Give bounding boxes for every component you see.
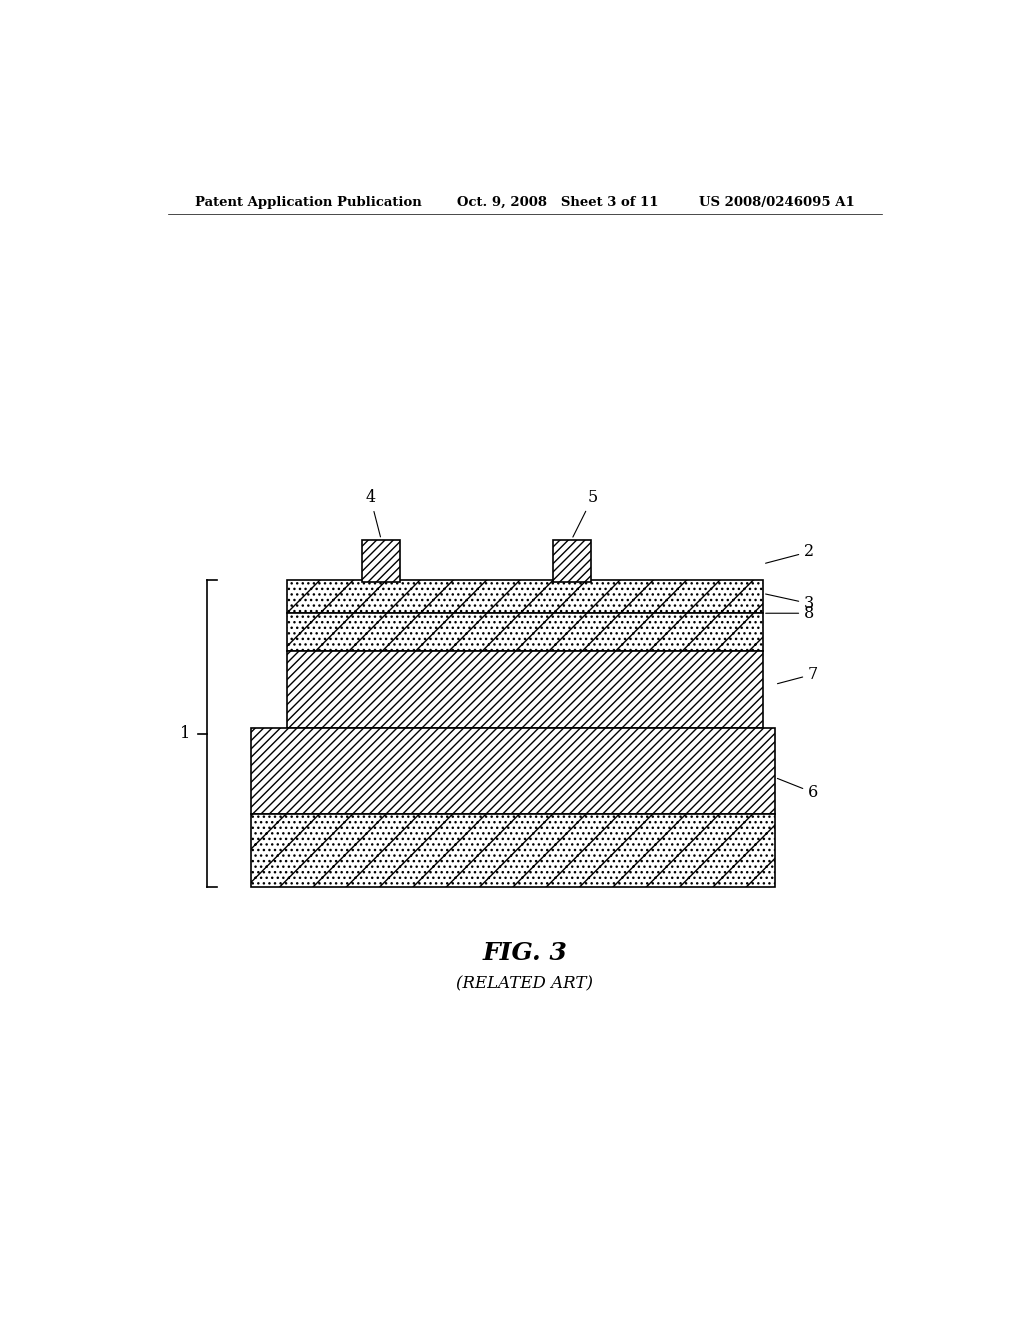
- Text: 7: 7: [777, 665, 818, 684]
- Text: 5: 5: [572, 488, 598, 537]
- Text: 6: 6: [777, 779, 818, 801]
- Bar: [362, 540, 400, 582]
- Bar: [251, 727, 775, 814]
- Bar: [251, 814, 775, 887]
- Text: 3: 3: [766, 594, 814, 612]
- Text: 2: 2: [766, 544, 814, 564]
- Text: 4: 4: [366, 488, 381, 537]
- Bar: [287, 651, 763, 727]
- Bar: [287, 581, 763, 612]
- Bar: [553, 540, 591, 582]
- Text: (RELATED ART): (RELATED ART): [457, 975, 593, 993]
- Text: FIG. 3: FIG. 3: [482, 941, 567, 965]
- Text: Oct. 9, 2008   Sheet 3 of 11: Oct. 9, 2008 Sheet 3 of 11: [458, 195, 658, 209]
- Text: US 2008/0246095 A1: US 2008/0246095 A1: [699, 195, 855, 209]
- Text: 1: 1: [179, 725, 189, 742]
- Bar: [287, 612, 763, 651]
- Text: 8: 8: [766, 605, 814, 622]
- Text: Patent Application Publication: Patent Application Publication: [196, 195, 422, 209]
